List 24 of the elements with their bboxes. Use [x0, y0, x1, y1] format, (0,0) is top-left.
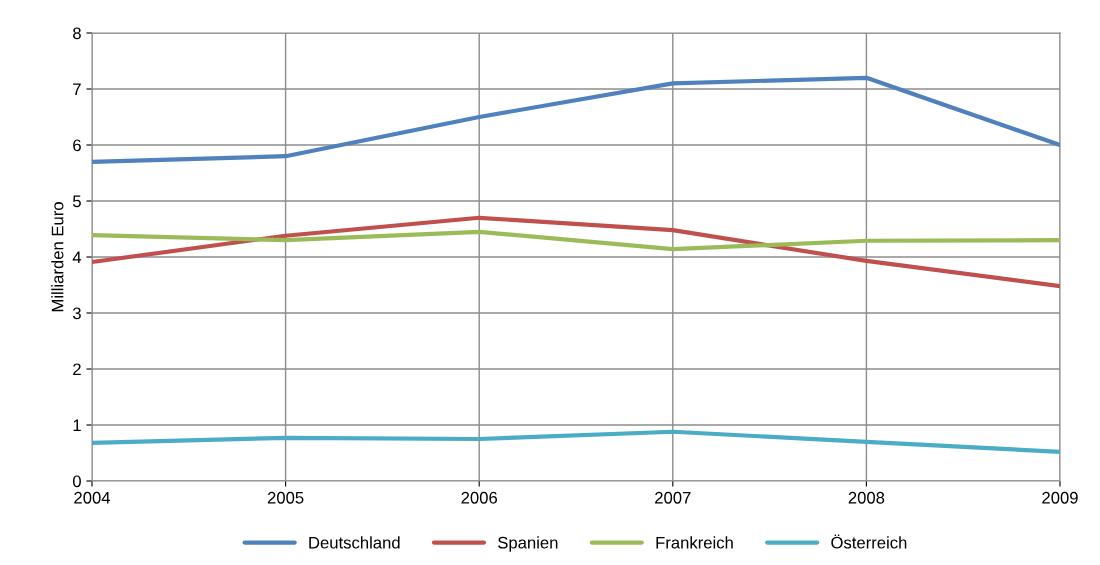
line-series: [92, 429, 1060, 454]
y-tick-label: 1: [73, 419, 81, 432]
x-tick-label: 2004: [74, 491, 111, 504]
x-tick-label: 2007: [655, 491, 691, 504]
line-series: [92, 215, 1060, 289]
legend-label: Frankreich: [656, 536, 733, 549]
legend-label: Deutschland: [309, 536, 400, 549]
x-tick-label: 2006: [461, 491, 498, 504]
y-tick-label: 7: [73, 83, 81, 96]
x-tick-label: 2008: [848, 491, 885, 504]
y-tick-label: 0: [72, 475, 81, 488]
x-tick-label: 2009: [1042, 491, 1078, 504]
y-tick-label: 2: [73, 363, 81, 376]
line-series: [92, 229, 1060, 252]
y-tick-label: 4: [72, 251, 82, 264]
line-series: [92, 75, 1060, 164]
x-tick-label: 2005: [267, 491, 304, 504]
y-tick-label: 6: [73, 139, 81, 152]
y-tick-label: 8: [73, 27, 81, 40]
y-tick-label: 5: [72, 195, 81, 208]
y-axis-title: Milliarden Euro: [51, 202, 64, 312]
y-tick-label: 3: [72, 307, 81, 320]
legend-label: Österreich: [831, 534, 907, 549]
legend-label: Spanien: [498, 536, 558, 552]
